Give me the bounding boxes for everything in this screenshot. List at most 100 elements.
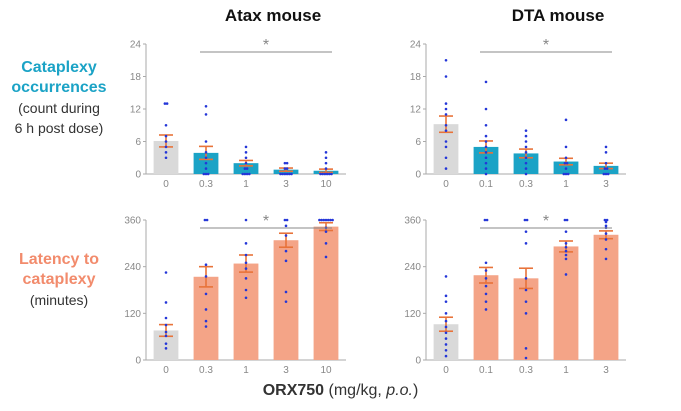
data-point: [524, 277, 528, 280]
column-title-dta: DTA mouse: [511, 6, 605, 25]
data-point: [164, 140, 168, 143]
data-point: [444, 167, 448, 170]
data-point: [204, 104, 208, 108]
data-point: [444, 337, 448, 340]
data-point: [164, 323, 168, 327]
data-point: [524, 140, 528, 143]
row-title-line: cataplexy: [22, 271, 96, 288]
x-tick-label: 3: [603, 365, 609, 376]
data-point: [318, 218, 321, 222]
data-point: [444, 75, 448, 78]
data-point: [602, 172, 606, 176]
data-point: [564, 257, 568, 261]
x-axis-units-route: p.o.: [386, 382, 413, 399]
data-point: [484, 292, 488, 296]
data-point: [524, 356, 528, 360]
data-point: [244, 288, 248, 292]
data-point: [603, 218, 607, 222]
data-point: [604, 172, 608, 176]
data-point: [243, 172, 247, 176]
data-point: [283, 218, 287, 222]
bar: [513, 278, 539, 360]
bar: [193, 276, 219, 360]
data-point: [564, 273, 568, 276]
data-point: [525, 218, 529, 222]
y-tick-label: 6: [415, 137, 421, 148]
data-point: [283, 172, 287, 176]
data-point: [244, 145, 248, 149]
data-point: [444, 113, 448, 116]
data-point: [204, 292, 208, 296]
data-point: [164, 342, 168, 345]
data-point: [444, 325, 448, 329]
x-tick-label: 0.1: [479, 365, 493, 376]
x-tick-label: 1: [243, 365, 249, 376]
y-tick-label: 18: [410, 72, 422, 83]
data-point: [444, 102, 448, 105]
data-point: [444, 300, 448, 303]
data-point: [204, 308, 208, 311]
data-point: [484, 277, 488, 280]
data-point: [604, 161, 608, 165]
chart-dta-cataplexy: 0 6 12 18 24 0 0.1 0.3 1 3 *: [410, 37, 626, 190]
data-point: [244, 253, 248, 257]
data-point: [324, 255, 328, 259]
data-point: [281, 172, 284, 176]
data-point: [322, 218, 326, 222]
y-tick-label: 360: [124, 216, 141, 227]
data-point: [284, 234, 288, 237]
x-tick-label: 1: [243, 179, 249, 190]
data-point: [565, 161, 569, 165]
bar: [593, 165, 619, 174]
row-subtitle-line: (count during: [18, 100, 100, 116]
data-point: [564, 249, 568, 253]
data-point: [484, 80, 488, 84]
data-point: [483, 218, 487, 222]
data-point: [204, 172, 208, 176]
data-point: [444, 275, 448, 278]
y-tick-label: 240: [124, 262, 141, 273]
data-point: [564, 172, 568, 176]
data-point: [484, 156, 488, 160]
column-title-atax: Atax mouse: [224, 6, 322, 25]
data-point: [283, 167, 287, 170]
row-subtitle-line: (minutes): [29, 292, 89, 308]
data-point: [444, 58, 448, 62]
data-point: [164, 347, 168, 350]
data-point: [444, 331, 448, 335]
data-point: [524, 134, 528, 138]
x-axis-units-suffix: ): [412, 382, 419, 399]
chart-atax-latency: 0 120 240 360 0 0.3 1 3 10 *: [124, 213, 346, 376]
data-point: [444, 107, 448, 111]
x-tick-label: 10: [320, 365, 332, 376]
data-point: [284, 249, 288, 253]
data-point: [484, 123, 488, 127]
x-tick-label: 0.3: [199, 365, 213, 376]
data-point: [164, 123, 168, 127]
data-point: [284, 259, 288, 263]
data-point: [566, 172, 570, 176]
data-point: [204, 263, 208, 267]
data-point: [444, 129, 448, 132]
data-point: [319, 172, 322, 176]
data-point: [524, 242, 528, 245]
x-axis-units-prefix: (mg/kg,: [324, 382, 387, 399]
y-tick-label: 240: [404, 262, 421, 273]
x-axis-drug-name: ORX750: [262, 382, 325, 399]
significance-star: *: [263, 37, 269, 54]
data-point: [164, 151, 168, 154]
data-point: [564, 245, 568, 249]
data-point: [283, 161, 287, 165]
data-point: [604, 257, 608, 261]
data-point: [606, 172, 610, 176]
data-point: [164, 271, 168, 274]
data-point: [244, 151, 248, 154]
data-point: [326, 218, 330, 222]
data-point: [330, 172, 333, 176]
data-point: [204, 325, 208, 328]
data-point: [331, 218, 334, 222]
data-point: [244, 296, 248, 300]
data-point: [204, 140, 208, 143]
data-point: [248, 172, 251, 176]
data-point: [563, 218, 567, 222]
